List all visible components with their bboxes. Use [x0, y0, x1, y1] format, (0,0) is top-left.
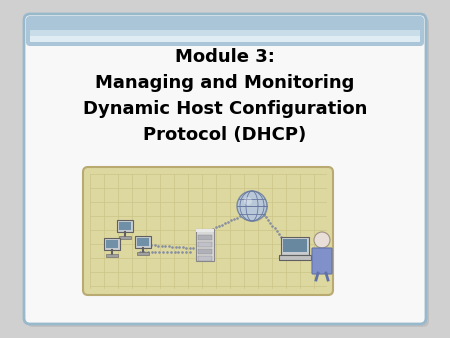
FancyBboxPatch shape: [281, 237, 309, 255]
Circle shape: [237, 191, 267, 221]
Bar: [117, 220, 133, 232]
Text: Managing and Monitoring: Managing and Monitoring: [95, 74, 355, 92]
FancyBboxPatch shape: [83, 167, 333, 295]
Circle shape: [244, 197, 252, 205]
Text: Dynamic Host Configuration: Dynamic Host Configuration: [83, 100, 367, 118]
Bar: [119, 236, 131, 239]
Bar: [198, 242, 212, 247]
Bar: [104, 238, 120, 250]
Bar: [106, 254, 118, 257]
Bar: [106, 240, 118, 248]
FancyBboxPatch shape: [312, 248, 332, 274]
Bar: [137, 238, 149, 246]
Bar: [30, 30, 420, 36]
FancyBboxPatch shape: [196, 229, 214, 261]
Bar: [198, 249, 212, 254]
FancyBboxPatch shape: [27, 17, 429, 327]
Bar: [137, 252, 149, 255]
Bar: [198, 235, 212, 240]
FancyBboxPatch shape: [26, 16, 424, 46]
Bar: [196, 229, 214, 232]
Bar: [30, 34, 420, 42]
Circle shape: [314, 232, 330, 248]
FancyBboxPatch shape: [279, 255, 311, 260]
FancyBboxPatch shape: [24, 14, 426, 324]
Text: Module 3:: Module 3:: [175, 48, 275, 66]
Bar: [135, 236, 151, 248]
Bar: [119, 222, 131, 230]
Bar: [198, 256, 212, 261]
Circle shape: [238, 192, 268, 222]
Text: Protocol (DHCP): Protocol (DHCP): [144, 126, 306, 144]
Bar: [283, 239, 307, 252]
